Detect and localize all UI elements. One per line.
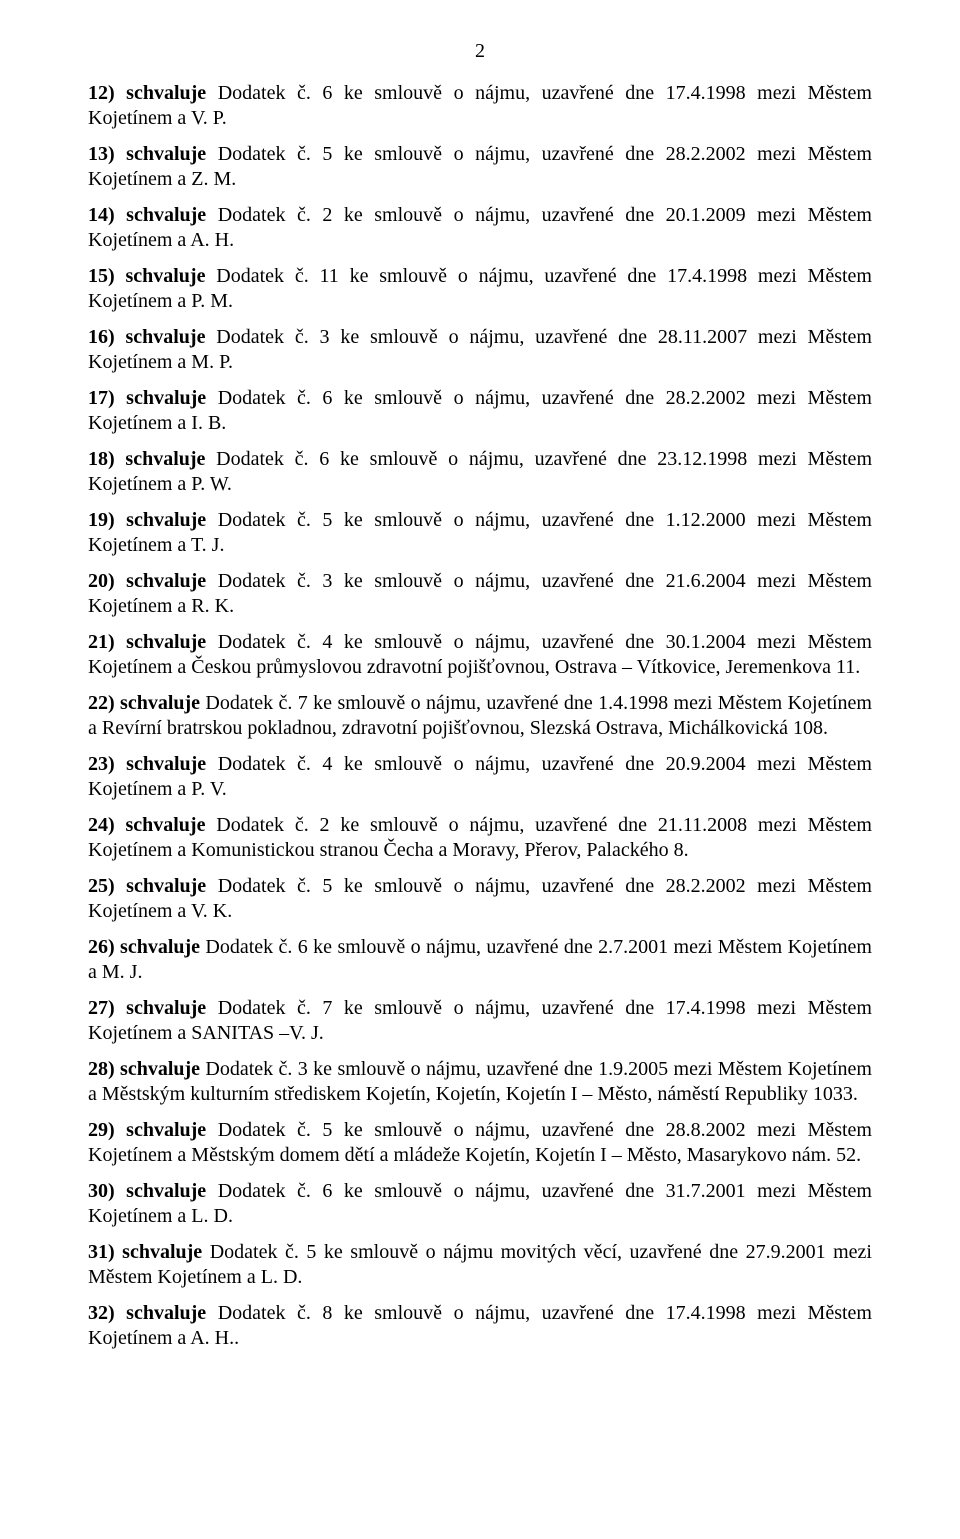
list-item: 18) schvaluje Dodatek č. 6 ke smlouvě o … [88,447,872,497]
list-item: 19) schvaluje Dodatek č. 5 ke smlouvě o … [88,508,872,558]
list-item: 28) schvaluje Dodatek č. 3 ke smlouvě o … [88,1057,872,1107]
item-body: Dodatek č. 6 ke smlouvě o nájmu, uzavřen… [88,936,872,983]
list-item: 23) schvaluje Dodatek č. 4 ke smlouvě o … [88,752,872,802]
item-lead: 24) schvaluje [88,814,205,836]
item-body: Dodatek č. 6 ke smlouvě o nájmu, uzavřen… [88,448,872,495]
item-lead: 22) schvaluje [88,692,200,714]
list-item: 32) schvaluje Dodatek č. 8 ke smlouvě o … [88,1301,872,1351]
item-lead: 20) schvaluje [88,570,206,592]
document-page: 2 12) schvaluje Dodatek č. 6 ke smlouvě … [0,0,960,1539]
item-body: Dodatek č. 4 ke smlouvě o nájmu, uzavřen… [88,753,872,800]
item-lead: 19) schvaluje [88,509,206,531]
list-item: 22) schvaluje Dodatek č. 7 ke smlouvě o … [88,691,872,741]
item-body: Dodatek č. 5 ke smlouvě o nájmu, uzavřen… [88,143,872,190]
list-item: 30) schvaluje Dodatek č. 6 ke smlouvě o … [88,1179,872,1229]
item-lead: 12) schvaluje [88,82,206,104]
list-item: 27) schvaluje Dodatek č. 7 ke smlouvě o … [88,996,872,1046]
item-body: Dodatek č. 6 ke smlouvě o nájmu, uzavřen… [88,387,872,434]
item-lead: 25) schvaluje [88,875,206,897]
item-lead: 17) schvaluje [88,387,206,409]
item-body: Dodatek č. 3 ke smlouvě o nájmu, uzavřen… [88,326,872,373]
list-item: 29) schvaluje Dodatek č. 5 ke smlouvě o … [88,1118,872,1168]
item-lead: 31) schvaluje [88,1241,202,1263]
item-body: Dodatek č. 11 ke smlouvě o nájmu, uzavře… [88,265,872,312]
item-lead: 32) schvaluje [88,1302,206,1324]
list-item: 15) schvaluje Dodatek č. 11 ke smlouvě o… [88,264,872,314]
list-item: 17) schvaluje Dodatek č. 6 ke smlouvě o … [88,386,872,436]
list-item: 16) schvaluje Dodatek č. 3 ke smlouvě o … [88,325,872,375]
item-body: Dodatek č. 5 ke smlouvě o nájmu movitých… [88,1241,872,1288]
list-item: 13) schvaluje Dodatek č. 5 ke smlouvě o … [88,142,872,192]
item-lead: 23) schvaluje [88,753,206,775]
item-body: Dodatek č. 5 ke smlouvě o nájmu, uzavřen… [88,1119,872,1166]
item-body: Dodatek č. 6 ke smlouvě o nájmu, uzavřen… [88,1180,872,1227]
item-body: Dodatek č. 8 ke smlouvě o nájmu, uzavřen… [88,1302,872,1349]
item-lead: 14) schvaluje [88,204,206,226]
item-body: Dodatek č. 6 ke smlouvě o nájmu, uzavřen… [88,82,872,129]
item-body: Dodatek č. 7 ke smlouvě o nájmu, uzavřen… [88,692,872,739]
item-body: Dodatek č. 4 ke smlouvě o nájmu, uzavřen… [88,631,872,678]
item-lead: 28) schvaluje [88,1058,200,1080]
list-item: 21) schvaluje Dodatek č. 4 ke smlouvě o … [88,630,872,680]
item-lead: 29) schvaluje [88,1119,206,1141]
item-lead: 30) schvaluje [88,1180,206,1202]
item-lead: 16) schvaluje [88,326,205,348]
list-item: 26) schvaluje Dodatek č. 6 ke smlouvě o … [88,935,872,985]
item-body: Dodatek č. 2 ke smlouvě o nájmu, uzavřen… [88,204,872,251]
page-number: 2 [88,40,872,63]
list-item: 25) schvaluje Dodatek č. 5 ke smlouvě o … [88,874,872,924]
item-lead: 18) schvaluje [88,448,205,470]
item-lead: 13) schvaluje [88,143,206,165]
list-item: 31) schvaluje Dodatek č. 5 ke smlouvě o … [88,1240,872,1290]
list-item: 24) schvaluje Dodatek č. 2 ke smlouvě o … [88,813,872,863]
list-item: 20) schvaluje Dodatek č. 3 ke smlouvě o … [88,569,872,619]
list-item: 14) schvaluje Dodatek č. 2 ke smlouvě o … [88,203,872,253]
item-body: Dodatek č. 7 ke smlouvě o nájmu, uzavřen… [88,997,872,1044]
list-item: 12) schvaluje Dodatek č. 6 ke smlouvě o … [88,81,872,131]
item-body: Dodatek č. 2 ke smlouvě o nájmu, uzavřen… [88,814,872,861]
document-body: 12) schvaluje Dodatek č. 6 ke smlouvě o … [88,81,872,1351]
item-body: Dodatek č. 5 ke smlouvě o nájmu, uzavřen… [88,509,872,556]
item-body: Dodatek č. 3 ke smlouvě o nájmu, uzavřen… [88,570,872,617]
item-lead: 27) schvaluje [88,997,206,1019]
item-lead: 15) schvaluje [88,265,205,287]
item-body: Dodatek č. 3 ke smlouvě o nájmu, uzavřen… [88,1058,872,1105]
item-body: Dodatek č. 5 ke smlouvě o nájmu, uzavřen… [88,875,872,922]
item-lead: 26) schvaluje [88,936,200,958]
item-lead: 21) schvaluje [88,631,206,653]
